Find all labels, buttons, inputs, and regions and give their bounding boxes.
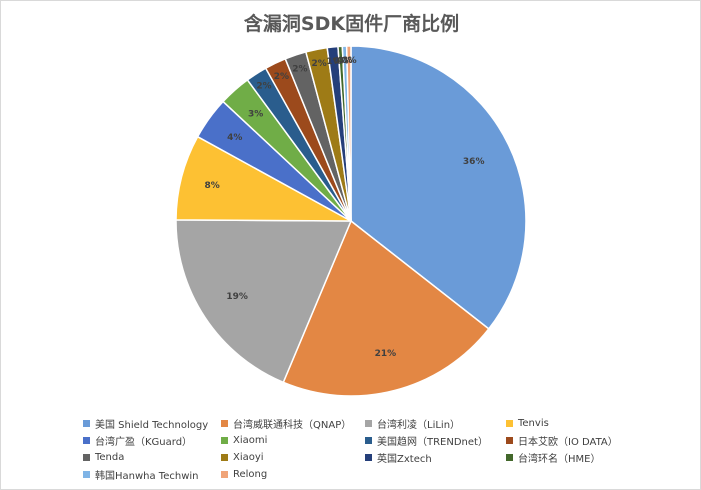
legend-item: 英国Zxtech	[365, 449, 506, 466]
legend-item: 台湾环名（HME）	[506, 449, 626, 466]
legend-swatch	[83, 420, 90, 427]
legend-swatch	[365, 437, 372, 444]
slice-data-label: 8%	[204, 181, 219, 191]
legend-item: 日本艾欧（IO DATA）	[506, 432, 626, 449]
legend-label: 美国 Shield Technology	[95, 420, 209, 431]
legend-item: Tenvis	[506, 415, 626, 432]
slice-data-label: 0%	[341, 56, 356, 66]
pie-slice	[350, 45, 527, 330]
legend-item: 台湾利凌（LiLin）	[365, 415, 506, 432]
legend-swatch	[83, 437, 90, 444]
legend-label: 美国趋网（TRENDnet）	[377, 437, 488, 448]
legend: 美国 Shield Technology 台湾威联通科技（QNAP） 台湾利凌（Li…	[83, 415, 683, 483]
legend-item: Xiaoyi	[221, 449, 365, 466]
slice-data-label: 4%	[227, 133, 242, 143]
legend-label: 英国Zxtech	[377, 454, 432, 465]
legend-label: Tenvis	[518, 418, 549, 429]
legend-item: Tenda	[83, 449, 221, 466]
legend-label: 韩国Hanwha Techwin	[95, 471, 199, 482]
legend-label: 日本艾欧（IO DATA）	[518, 437, 618, 448]
slice-data-label: 0%	[337, 56, 352, 66]
legend-label: Xiaomi	[233, 435, 268, 446]
pie-slice	[345, 45, 352, 222]
chart-title: 含漏洞SDK固件厂商比例	[243, 13, 460, 35]
slice-data-label: 2%	[292, 64, 307, 74]
legend-swatch	[221, 471, 228, 478]
legend-swatch	[83, 454, 90, 461]
legend-swatch	[221, 420, 228, 427]
legend-item: 韩国Hanwha Techwin	[83, 466, 221, 483]
pie-chart: 36%21%19%8%4%3%2%2%2%2% 1%0%0%0%	[175, 45, 527, 397]
legend-label: 台湾利凌（LiLin）	[377, 420, 461, 431]
slice-data-label: 0%	[333, 56, 348, 66]
legend-swatch	[365, 420, 372, 427]
slice-data-label: 36%	[463, 157, 485, 167]
legend-label: Xiaoyi	[233, 452, 264, 463]
legend-swatch	[506, 454, 513, 461]
legend-swatch	[365, 454, 372, 461]
legend-item: 美国 Shield Technology	[83, 415, 221, 432]
legend-label: Tenda	[95, 452, 125, 463]
slice-data-label: 2%	[256, 82, 271, 92]
legend-swatch	[83, 471, 90, 478]
slice-data-label: 3%	[248, 110, 263, 120]
slice-data-label: 2%	[274, 72, 289, 82]
slice-data-label: 19%	[226, 292, 248, 302]
legend-item: 台湾广盈（KGuard）	[83, 432, 221, 449]
legend-label: 台湾广盈（KGuard）	[95, 437, 193, 448]
slice-data-label: 1%	[326, 57, 341, 67]
slice-data-label: 21%	[375, 349, 397, 359]
legend-item: Xiaomi	[221, 432, 365, 449]
slice-data-label: 2%	[312, 59, 327, 69]
legend-label: 台湾环名（HME）	[518, 454, 601, 465]
legend-item: 美国趋网（TRENDnet）	[365, 432, 506, 449]
pie-slice	[175, 219, 353, 384]
pie-slice	[282, 219, 490, 397]
legend-item: Relong	[221, 466, 365, 483]
legend-item: 台湾威联通科技（QNAP）	[221, 415, 365, 432]
legend-swatch	[506, 437, 513, 444]
legend-label: Relong	[233, 469, 268, 480]
legend-swatch	[221, 454, 228, 461]
legend-label: 台湾威联通科技（QNAP）	[233, 420, 352, 431]
legend-swatch	[221, 437, 228, 444]
legend-swatch	[506, 420, 513, 427]
